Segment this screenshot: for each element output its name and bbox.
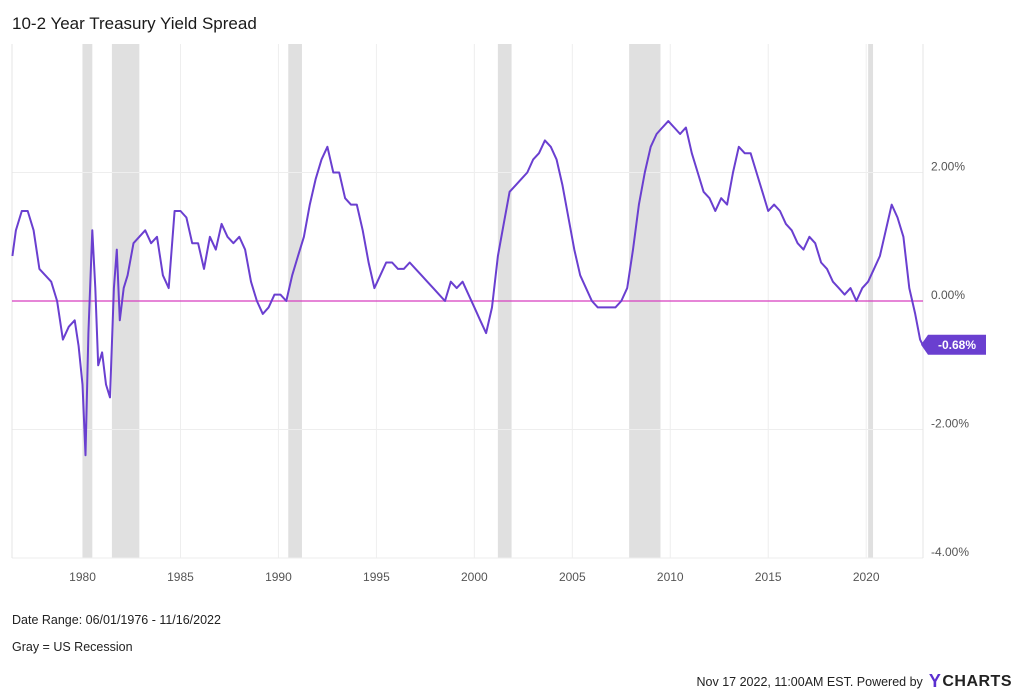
y-tick-label: -2.00% bbox=[931, 417, 969, 431]
x-tick-label: 2000 bbox=[461, 570, 488, 584]
y-tick-label: 0.00% bbox=[931, 288, 965, 302]
ycharts-y-icon: Y bbox=[928, 671, 942, 691]
recession-legend-label: Gray = US Recession bbox=[12, 640, 133, 654]
last-value-badge: -0.68% bbox=[921, 334, 986, 355]
series-layer bbox=[11, 120, 924, 457]
x-tick-label: 1980 bbox=[69, 570, 96, 584]
last-value-label: -0.68% bbox=[938, 338, 976, 352]
timestamp-label: Nov 17 2022, 11:00AM EST. Powered by bbox=[696, 674, 923, 689]
chart-title: 10-2 Year Treasury Yield Spread bbox=[12, 14, 257, 33]
y-tick-label: -4.00% bbox=[931, 545, 969, 559]
x-axis-ticks: 1980 1985 1990 1995 2000 2005 2010 2015 2020 bbox=[69, 570, 880, 584]
series-line bbox=[11, 120, 924, 457]
x-tick-label: 1990 bbox=[265, 570, 292, 584]
x-tick-label: 1985 bbox=[167, 570, 194, 584]
x-tick-label: 2005 bbox=[559, 570, 586, 584]
x-tick-label: 2010 bbox=[657, 570, 684, 584]
y-axis-ticks: -4.00% -2.00% 0.00% 2.00% bbox=[931, 160, 969, 560]
attribution: Nov 17 2022, 11:00AM EST. Powered by Y C… bbox=[697, 671, 1012, 692]
y-tick-label: 2.00% bbox=[931, 160, 965, 174]
ycharts-wordmark: CHARTS bbox=[942, 672, 1012, 690]
x-tick-label: 2020 bbox=[853, 570, 880, 584]
last-value-badge-shape bbox=[921, 334, 986, 355]
date-range-label: Date Range: 06/01/1976 - 11/16/2022 bbox=[12, 613, 221, 627]
x-tick-label: 1995 bbox=[363, 570, 390, 584]
x-tick-label: 2015 bbox=[755, 570, 782, 584]
ycharts-logo[interactable]: Y CHARTS bbox=[929, 671, 1012, 692]
